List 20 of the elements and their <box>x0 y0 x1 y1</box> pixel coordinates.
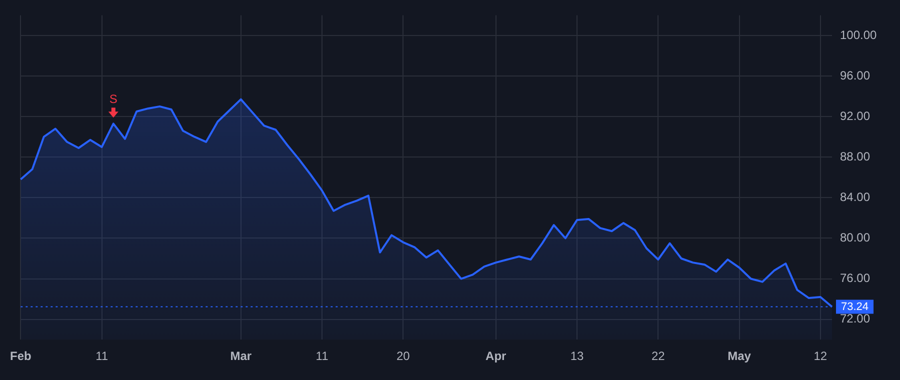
x-tick-label: Apr <box>486 349 507 364</box>
x-tick-label: 22 <box>651 349 666 364</box>
x-tick-label: Mar <box>230 349 252 364</box>
y-tick-label: 92.00 <box>840 108 870 123</box>
x-tick-label: May <box>728 349 752 364</box>
x-tick-label: 20 <box>396 349 410 364</box>
y-tick-label: 100.00 <box>840 28 878 42</box>
y-tick-label: 96.00 <box>840 68 870 82</box>
x-tick-label: 11 <box>316 349 329 364</box>
x-tick-label: 12 <box>814 349 828 364</box>
y-tick-label: 72.00 <box>840 312 870 326</box>
y-tick-label: 88.00 <box>840 149 870 164</box>
ref-line-label: 73.24 <box>841 300 869 313</box>
x-tick-label: 13 <box>570 349 584 364</box>
annotation: S <box>109 92 118 106</box>
y-tick-label: 84.00 <box>840 190 870 204</box>
x-tick-label: Feb <box>10 349 32 364</box>
x-tick-label: 11 <box>96 349 108 364</box>
y-tick-label: 76.00 <box>840 271 870 286</box>
y-tick-label: 80.00 <box>840 230 870 245</box>
